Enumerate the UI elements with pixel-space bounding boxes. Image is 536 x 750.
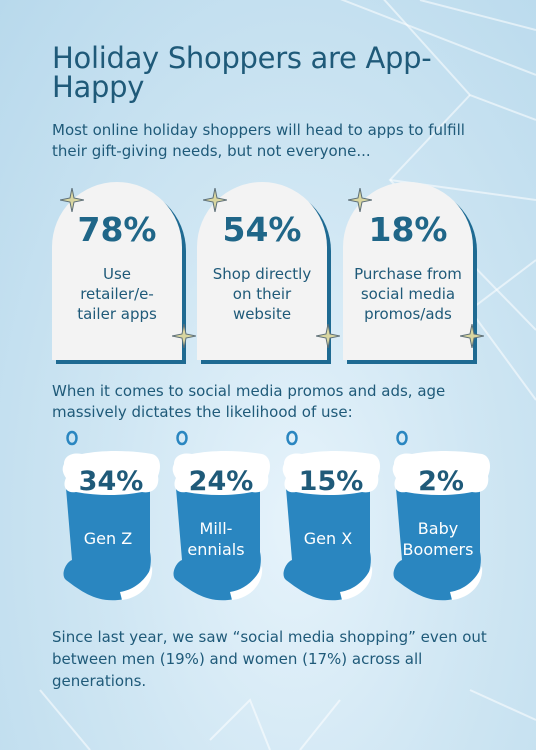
stocking-label: Baby Boomers <box>402 519 474 559</box>
page-title: Holiday Shoppers are App-Happy <box>52 41 432 104</box>
sparkle-icon <box>60 188 84 212</box>
christmas-stocking-icon <box>392 430 490 601</box>
christmas-stocking-icon <box>62 430 160 601</box>
card-body: 78% Use retailer/e-tailer apps <box>52 182 182 360</box>
card-body: 18% Purchase from social media promos/ad… <box>343 182 473 360</box>
stocking-label: Gen X <box>303 529 353 548</box>
stat-percent: 54% <box>222 210 302 249</box>
stocking-gen-x: 15% Gen X <box>282 430 386 612</box>
closing-text: Since last year, we saw “social media sh… <box>52 628 487 690</box>
stat-percent: 18% <box>368 210 448 249</box>
stat-card-website: 54% Shop directly on their website <box>197 182 331 364</box>
sparkle-icon <box>316 324 340 348</box>
stocking-millennials: 24% Mill-ennials <box>172 430 276 612</box>
sparkle-icon <box>203 188 227 212</box>
stocking-baby-boomers: 2% Baby Boomers <box>392 430 496 612</box>
stocking-gen-z: 34% Gen Z <box>62 430 166 612</box>
stat-card-apps: 78% Use retailer/e-tailer apps <box>52 182 186 364</box>
stocking-percent: 24% <box>188 466 254 497</box>
stocking-label: Mill-ennials <box>187 519 245 559</box>
stocking-percent: 15% <box>298 466 364 497</box>
stat-card-social: 18% Purchase from social media promos/ad… <box>343 182 477 364</box>
card-body: 54% Shop directly on their website <box>197 182 327 360</box>
stat-percent: 78% <box>77 210 157 249</box>
section-heading: When it comes to social media promos and… <box>52 382 446 421</box>
stocking-label: Gen Z <box>83 529 133 548</box>
stat-label: Purchase from social media promos/ads <box>354 265 462 323</box>
stat-label: Shop directly on their website <box>212 265 312 323</box>
sparkle-icon <box>460 324 484 348</box>
christmas-stocking-icon <box>282 430 380 601</box>
stat-label: Use retailer/e-tailer apps <box>77 265 157 323</box>
stocking-percent: 34% <box>78 466 144 497</box>
sparkle-icon <box>348 188 372 212</box>
stocking-percent: 2% <box>418 466 464 497</box>
sparkle-icon <box>172 324 196 348</box>
intro-text: Most online holiday shoppers will head t… <box>52 121 465 160</box>
christmas-stocking-icon <box>172 430 270 601</box>
